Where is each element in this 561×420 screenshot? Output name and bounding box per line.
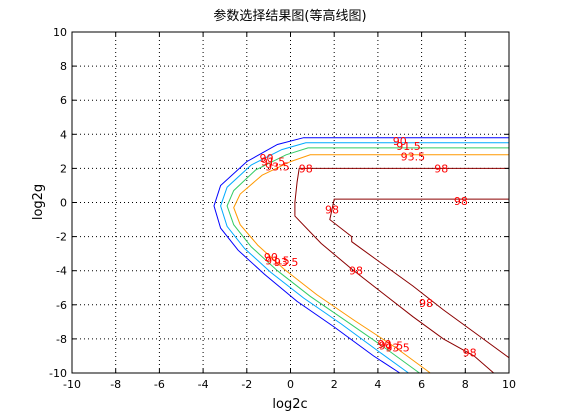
contour-label: 93.5 [274,256,299,269]
contour-line-98 [329,198,510,359]
y-tick-label: -8 [56,333,67,346]
x-tick-label: 8 [462,378,469,391]
x-tick-label: 6 [418,378,425,391]
x-tick-label: -6 [154,378,165,391]
contour-label: 98 [454,195,468,208]
y-tick-label: -10 [49,367,67,380]
y-tick-label: 6 [60,94,67,107]
x-axis-label: log2c [272,397,307,412]
contour-label: 93.5 [265,161,290,174]
contour-label: 98 [325,203,339,216]
x-tick-label: -2 [241,378,252,391]
x-tick-label: -4 [198,378,209,391]
contour-label: 90 [393,135,407,148]
contour-line-93 [226,147,509,374]
x-tick-label: 10 [502,378,516,391]
contour-label: 98 [349,265,363,278]
contour-line-93-5 [233,154,509,374]
contour-label: 90 [259,152,273,165]
chart-title: 参数选择结果图(等高线图) [213,8,366,24]
contour-label: 98 [463,347,477,360]
y-tick-label: -6 [56,299,67,312]
plot-area [72,32,509,373]
contour-label: 90 [377,338,391,351]
y-tick-label: 2 [60,162,67,175]
x-tick-labels: -10 -8 -6 -4 -2 0 2 4 6 8 10 [63,378,516,391]
contour-label: 90 [264,251,278,264]
contour-label: 93.5 [385,341,410,354]
y-tick-label: -4 [56,265,67,278]
y-axis-label: log2g [31,184,46,220]
y-tick-label: 8 [60,60,67,73]
x-tick-label: 0 [287,378,294,391]
x-tick-label: -8 [110,378,121,391]
tick-layer [71,31,510,374]
contour-label: 93.5 [401,150,426,163]
contour-layer [213,137,510,374]
y-tick-label: 4 [60,128,67,141]
y-tick-label: -2 [56,231,67,244]
contour-label: 98 [419,297,433,310]
contour-line-91-5 [220,142,509,374]
y-tick-label: 0 [60,197,67,210]
contour-line-90 [213,137,509,374]
y-tick-label: 10 [53,26,67,39]
x-tick-label: 2 [331,378,338,391]
contour-label: 91.5 [379,340,404,353]
contour-label: 98 [434,162,448,175]
contour-label: 91.5 [265,254,290,267]
contour-line-98 [294,167,509,374]
contour-label: 91.5 [396,140,421,153]
x-tick-label: -10 [63,378,81,391]
x-tick-label: 4 [374,378,381,391]
contour-label: 91.5 [261,156,286,169]
contour-label: 98 [299,162,313,175]
y-tick-labels: -10 -8 -6 -4 -2 0 2 4 6 8 10 [49,26,67,380]
